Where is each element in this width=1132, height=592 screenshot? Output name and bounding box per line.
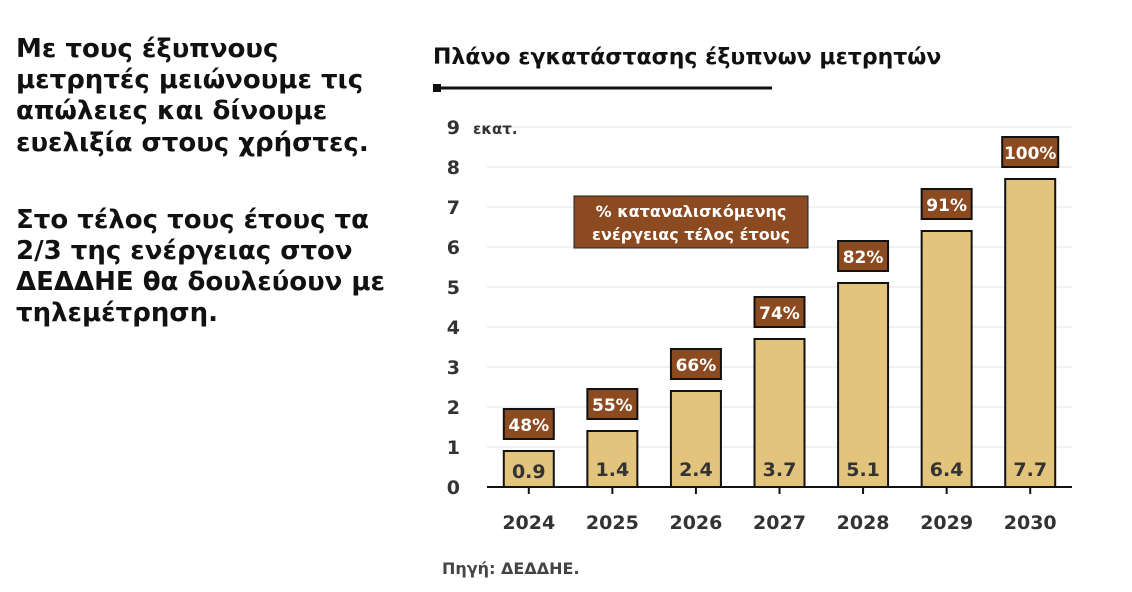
percent-label: 74%: [759, 304, 800, 324]
percent-label: 100%: [1004, 144, 1057, 164]
bar-value-label: 1.4: [596, 459, 630, 481]
y-axis-unit: εκατ.: [473, 120, 518, 138]
bar-value-label: 6.4: [930, 459, 964, 481]
percent-label-box: [669, 348, 722, 380]
y-tick-layer: 0 1 2 3 4 5 6 7 8 9: [447, 117, 460, 499]
percent-label: 48%: [508, 416, 549, 436]
bar-value-label: 2.4: [679, 459, 713, 481]
bar: [837, 282, 890, 488]
x-tick-label: 2030: [1004, 512, 1057, 534]
y-tick-label: 0: [447, 477, 460, 499]
bar: [920, 230, 973, 488]
percent-label: 91%: [926, 196, 967, 216]
source-note: Πηγή: ΔΕΔΔΗΕ.: [442, 559, 580, 578]
chart-title: Πλάνο εγκατάστασης έξυπνων μετρητών: [433, 45, 941, 70]
percent-label: 82%: [843, 248, 884, 268]
y-tick-label: 6: [447, 237, 460, 259]
y-tick-label: 7: [447, 197, 460, 219]
bar: [586, 430, 639, 488]
left-text-panel: Με τους έξυπνους μετρητές μειώνουμε τις …: [16, 34, 386, 330]
bar-value-label: 3.7: [763, 459, 797, 481]
x-tick-layer: 2024 2025 2026 2027 2028 2029 2030: [502, 487, 1057, 534]
percent-label-box: [920, 188, 973, 220]
annotation-line-2: ενέργειας τέλος έτους: [592, 225, 790, 244]
bar-value-label: 0.9: [512, 461, 546, 483]
percent-label-box: [502, 408, 555, 440]
percent-label-box: [1001, 136, 1060, 168]
bar-layer: 0.9 48% 1.4 55% 2.4 66% 3.7 74% 5.1 82% 6.4 91% 7.7 1…: [502, 136, 1060, 488]
percent-label-box: [753, 296, 806, 328]
percent-annotation: % καταναλισκόμενης ενέργειας τέλος έτους: [573, 195, 809, 249]
y-tick-label: 3: [447, 357, 460, 379]
y-tick-label: 2: [447, 397, 460, 419]
y-tick-label: 9: [447, 117, 460, 139]
y-tick-label: 1: [447, 437, 460, 459]
x-tick-label: 2025: [586, 512, 639, 534]
y-tick-label: 4: [447, 317, 460, 339]
x-tick-label: 2027: [753, 512, 806, 534]
intro-paragraph: Με τους έξυπνους μετρητές μειώνουμε τις …: [16, 34, 369, 158]
annotation-box: [573, 195, 809, 249]
bar-value-label: 5.1: [846, 459, 880, 481]
x-tick-label: 2026: [669, 512, 722, 534]
percent-label: 66%: [676, 356, 717, 376]
bar-value-label: 7.7: [1013, 459, 1047, 481]
bar: [1004, 178, 1057, 488]
y-tick-label: 8: [447, 157, 460, 179]
y-tick-label: 5: [447, 277, 460, 299]
x-tick-label: 2028: [837, 512, 890, 534]
x-tick-label: 2029: [920, 512, 973, 534]
annotation-line-1: % καταναλισκόμενης: [596, 202, 787, 221]
bar: [753, 338, 806, 488]
percent-label: 55%: [592, 396, 633, 416]
energy-paragraph: Στο τέλος τους έτους τα 2/3 της ενέργεια…: [16, 204, 386, 329]
x-tick-label: 2024: [502, 512, 555, 534]
percent-label-box: [586, 388, 639, 420]
bar: [502, 450, 555, 488]
bar: [669, 390, 722, 488]
percent-label-box: [837, 240, 890, 272]
